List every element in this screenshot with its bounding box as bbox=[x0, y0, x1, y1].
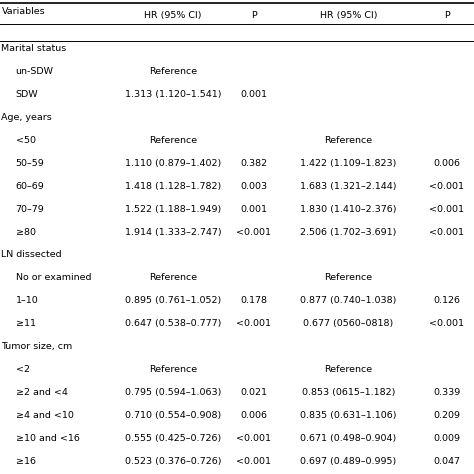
Text: Reference: Reference bbox=[324, 365, 373, 374]
Text: 0.835 (0.631–1.106): 0.835 (0.631–1.106) bbox=[300, 411, 397, 420]
Text: Reference: Reference bbox=[149, 67, 197, 76]
Text: 1.418 (1.128–1.782): 1.418 (1.128–1.782) bbox=[125, 182, 221, 191]
Text: 0.795 (0.594–1.063): 0.795 (0.594–1.063) bbox=[125, 388, 221, 397]
Text: 1.522 (1.188–1.949): 1.522 (1.188–1.949) bbox=[125, 205, 221, 214]
Text: Reference: Reference bbox=[324, 273, 373, 283]
Text: 50–59: 50–59 bbox=[16, 159, 45, 168]
Text: 0.178: 0.178 bbox=[240, 296, 267, 305]
Text: ≥11: ≥11 bbox=[16, 319, 36, 328]
Text: 0.047: 0.047 bbox=[433, 457, 460, 466]
Text: 70–79: 70–79 bbox=[16, 205, 45, 214]
Text: 0.523 (0.376–0.726): 0.523 (0.376–0.726) bbox=[125, 457, 221, 466]
Text: No or examined: No or examined bbox=[16, 273, 91, 283]
Text: <0.001: <0.001 bbox=[236, 457, 271, 466]
Text: Reference: Reference bbox=[149, 273, 197, 283]
Text: 0.209: 0.209 bbox=[433, 411, 460, 420]
Text: 0.006: 0.006 bbox=[433, 159, 460, 168]
Text: Age, years: Age, years bbox=[1, 113, 52, 122]
Text: 1.830 (1.410–2.376): 1.830 (1.410–2.376) bbox=[300, 205, 397, 214]
Text: 1.683 (1.321–2.144): 1.683 (1.321–2.144) bbox=[300, 182, 397, 191]
Text: Reference: Reference bbox=[149, 136, 197, 145]
Text: Reference: Reference bbox=[149, 365, 197, 374]
Text: 0.877 (0.740–1.038): 0.877 (0.740–1.038) bbox=[300, 296, 397, 305]
Text: ≥80: ≥80 bbox=[16, 228, 36, 237]
Text: Marital status: Marital status bbox=[1, 44, 67, 53]
Text: SDW: SDW bbox=[16, 90, 38, 99]
Text: 0.555 (0.425–0.726): 0.555 (0.425–0.726) bbox=[125, 434, 221, 443]
Text: 1.422 (1.109–1.823): 1.422 (1.109–1.823) bbox=[300, 159, 397, 168]
Text: 1.914 (1.333–2.747): 1.914 (1.333–2.747) bbox=[125, 228, 221, 237]
Text: 0.677 (0560–0818): 0.677 (0560–0818) bbox=[303, 319, 393, 328]
Text: <0.001: <0.001 bbox=[429, 182, 464, 191]
Text: <0.001: <0.001 bbox=[236, 228, 271, 237]
Text: 0.853 (0615–1.182): 0.853 (0615–1.182) bbox=[302, 388, 395, 397]
Text: LN dissected: LN dissected bbox=[1, 250, 62, 259]
Text: ≥2 and <4: ≥2 and <4 bbox=[16, 388, 67, 397]
Text: 0.003: 0.003 bbox=[240, 182, 267, 191]
Text: HR (95% CI): HR (95% CI) bbox=[319, 11, 377, 20]
Text: 0.126: 0.126 bbox=[433, 296, 460, 305]
Text: 0.006: 0.006 bbox=[240, 411, 267, 420]
Text: ≥10 and <16: ≥10 and <16 bbox=[16, 434, 80, 443]
Text: 60–69: 60–69 bbox=[16, 182, 45, 191]
Text: <0.001: <0.001 bbox=[236, 434, 271, 443]
Text: P: P bbox=[251, 11, 256, 20]
Text: <0.001: <0.001 bbox=[236, 319, 271, 328]
Text: 0.382: 0.382 bbox=[240, 159, 267, 168]
Text: <0.001: <0.001 bbox=[429, 319, 464, 328]
Text: 0.647 (0.538–0.777): 0.647 (0.538–0.777) bbox=[125, 319, 221, 328]
Text: 0.001: 0.001 bbox=[240, 90, 267, 99]
Text: un-SDW: un-SDW bbox=[16, 67, 54, 76]
Text: HR (95% CI): HR (95% CI) bbox=[144, 11, 202, 20]
Text: P: P bbox=[444, 11, 449, 20]
Text: 0.697 (0.489–0.995): 0.697 (0.489–0.995) bbox=[300, 457, 397, 466]
Text: 0.895 (0.761–1.052): 0.895 (0.761–1.052) bbox=[125, 296, 221, 305]
Text: 1–10: 1–10 bbox=[16, 296, 38, 305]
Text: <0.001: <0.001 bbox=[429, 228, 464, 237]
Text: 0.009: 0.009 bbox=[433, 434, 460, 443]
Text: 0.671 (0.498–0.904): 0.671 (0.498–0.904) bbox=[300, 434, 397, 443]
Text: 0.339: 0.339 bbox=[433, 388, 460, 397]
Text: Reference: Reference bbox=[324, 136, 373, 145]
Text: Variables: Variables bbox=[1, 7, 45, 16]
Text: <50: <50 bbox=[16, 136, 36, 145]
Text: ≥4 and <10: ≥4 and <10 bbox=[16, 411, 73, 420]
Text: ≥16: ≥16 bbox=[16, 457, 36, 466]
Text: 0.021: 0.021 bbox=[240, 388, 267, 397]
Text: 2.506 (1.702–3.691): 2.506 (1.702–3.691) bbox=[300, 228, 397, 237]
Text: 0.001: 0.001 bbox=[240, 205, 267, 214]
Text: <0.001: <0.001 bbox=[429, 205, 464, 214]
Text: Tumor size, cm: Tumor size, cm bbox=[1, 342, 73, 351]
Text: 1.313 (1.120–1.541): 1.313 (1.120–1.541) bbox=[125, 90, 221, 99]
Text: 1.110 (0.879–1.402): 1.110 (0.879–1.402) bbox=[125, 159, 221, 168]
Text: <2: <2 bbox=[16, 365, 30, 374]
Text: 0.710 (0.554–0.908): 0.710 (0.554–0.908) bbox=[125, 411, 221, 420]
